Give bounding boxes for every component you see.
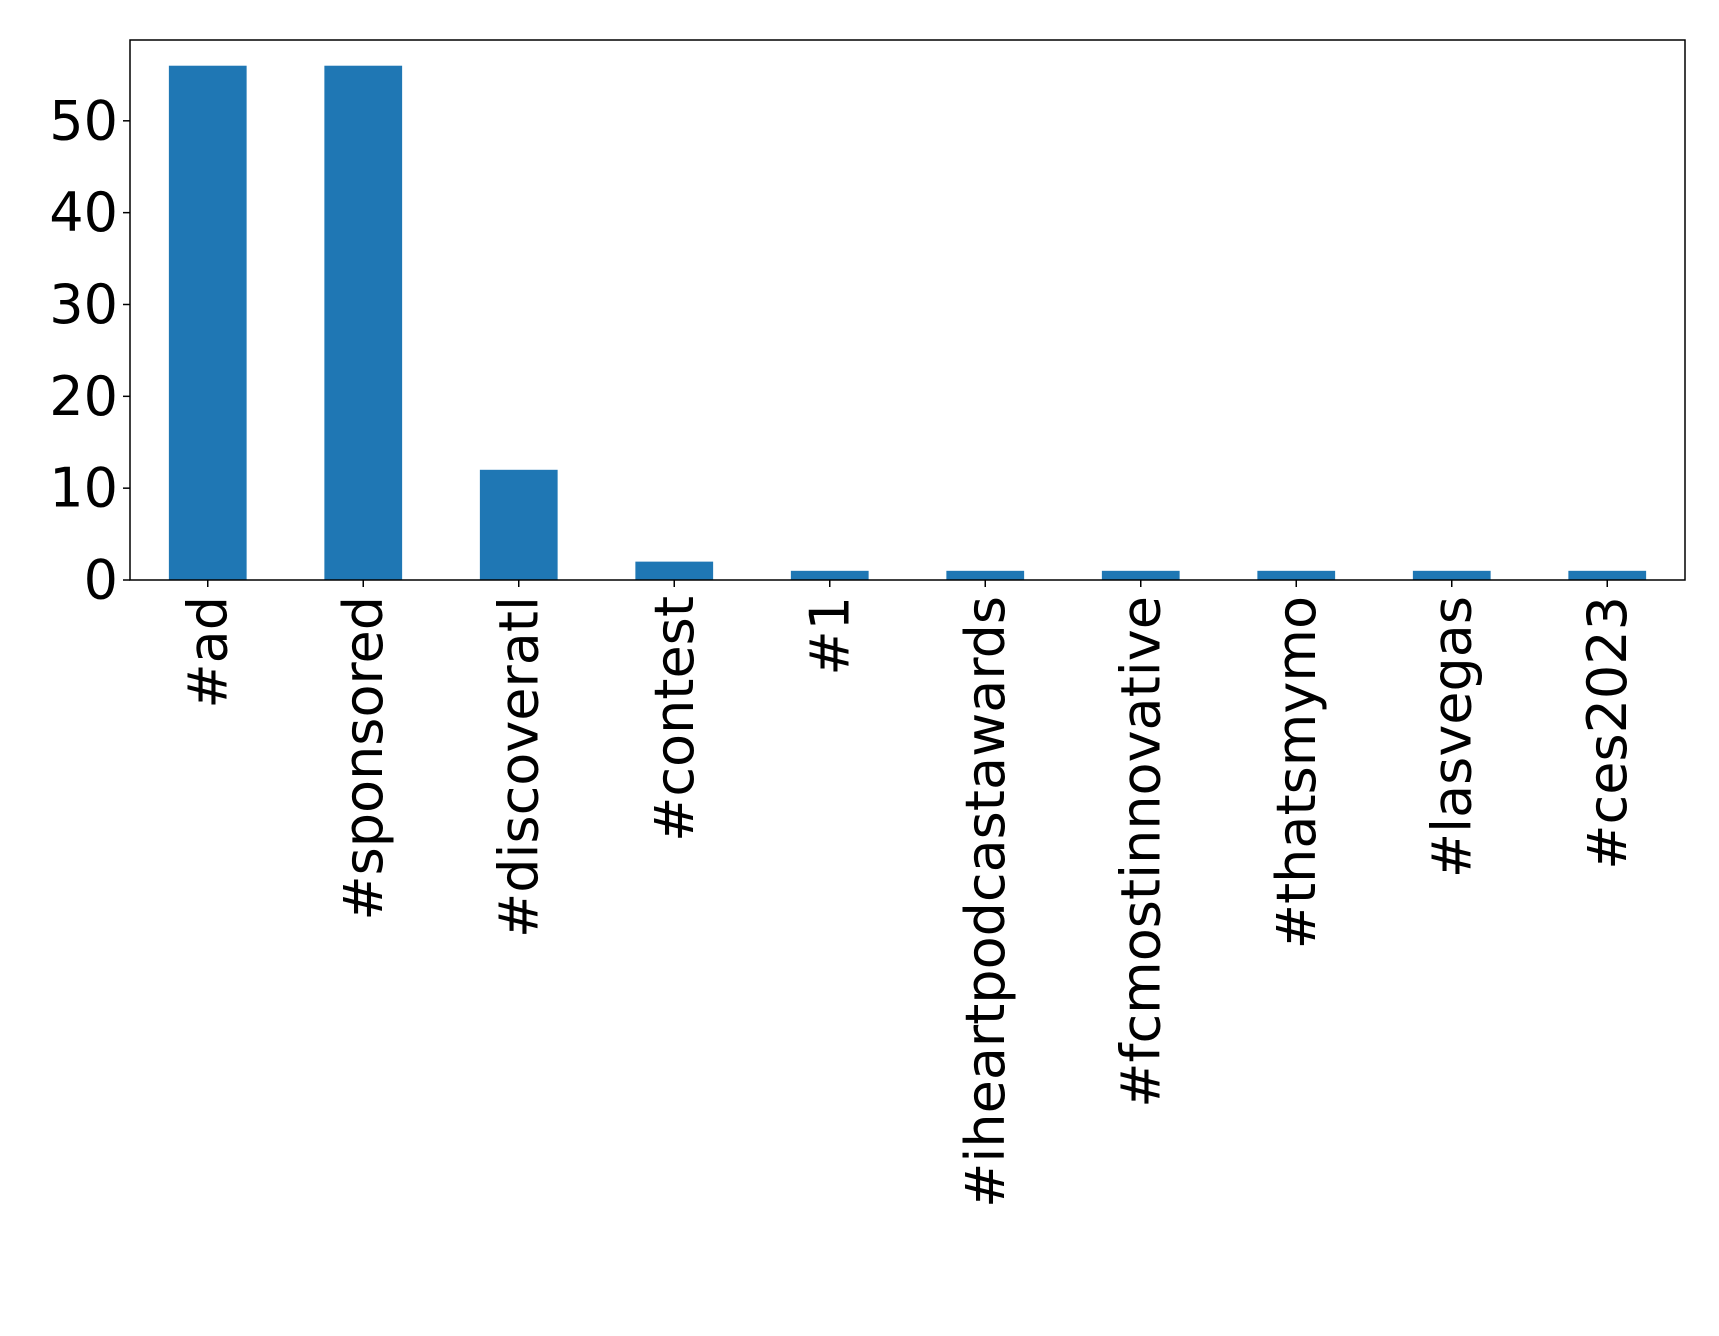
x-tick-label: #ad xyxy=(176,596,239,709)
bars-group xyxy=(168,65,1647,580)
x-tick-label: #ces2023 xyxy=(1576,596,1639,870)
bar-lasvegas xyxy=(1412,570,1491,580)
x-tick-label: #fcmostinnovative xyxy=(1109,596,1172,1108)
x-tick-label: #contest xyxy=(643,596,706,842)
y-axis: 0 10 20 30 40 50 xyxy=(49,89,130,612)
plot-frame xyxy=(129,39,1686,581)
y-tick-label: 40 xyxy=(49,181,118,244)
bar-fcmostinnovative xyxy=(1101,570,1180,580)
bar-ces2023 xyxy=(1568,570,1647,580)
bar-discoveratl xyxy=(479,469,558,580)
y-tick-label: 50 xyxy=(49,89,118,152)
y-tick-label: 20 xyxy=(49,365,118,428)
bar-iheartpodcastawards xyxy=(946,570,1025,580)
x-tick-label: #sponsored xyxy=(332,596,395,921)
bar-sponsored xyxy=(324,65,403,580)
bar-contest xyxy=(635,561,714,580)
x-tick-label: #iheartpodcastawards xyxy=(954,596,1017,1208)
y-tick-label: 10 xyxy=(49,457,118,520)
x-axis: #ad #sponsored #discoveratl #contest #1 #ihea… xyxy=(176,580,1639,1208)
x-tick-label: #discoveratl xyxy=(487,596,550,938)
bar-1 xyxy=(790,570,869,580)
x-tick-label: #lasvegas xyxy=(1420,596,1483,878)
bar-ad xyxy=(168,65,247,580)
bar-thatsmymo xyxy=(1257,570,1336,580)
x-tick-label: #thatsmymo xyxy=(1265,596,1328,949)
y-tick-label: 30 xyxy=(49,273,118,336)
y-tick-label: 0 xyxy=(84,549,118,612)
x-tick-label: #1 xyxy=(798,596,861,676)
